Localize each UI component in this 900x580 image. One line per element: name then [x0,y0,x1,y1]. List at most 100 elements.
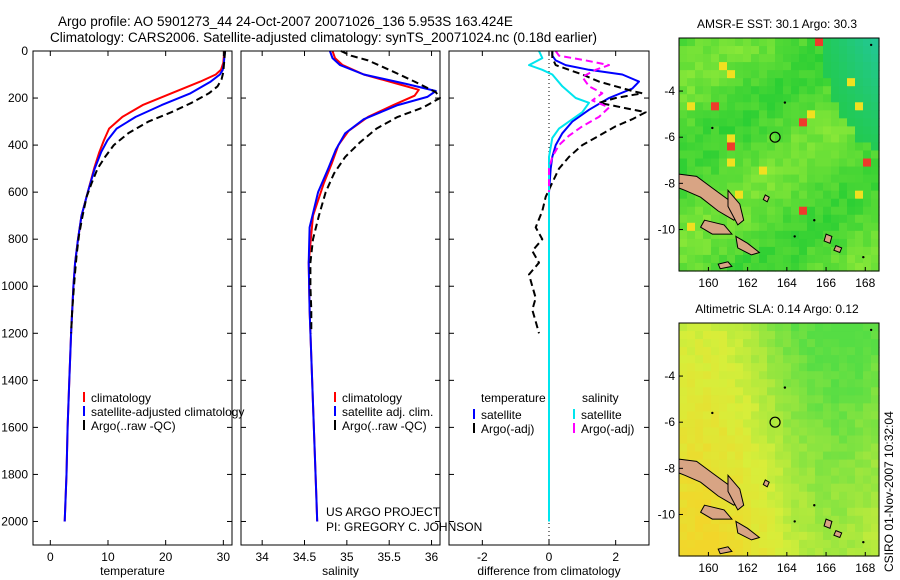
sla-map-cell [799,523,808,533]
sst-map-field [679,38,880,272]
sla-map-cell [847,451,856,461]
sla-map-cell [823,395,832,404]
sst-map-cell [799,86,808,95]
sst-map-cell [847,134,856,144]
sst-map-cell [791,110,800,119]
sla-map-cell [847,515,856,525]
sst-map-cell [767,190,776,200]
sla-map-cell [751,339,760,348]
sst-map-cell [871,78,880,87]
sla-map-cell [735,331,744,340]
sst-map-cell [767,166,776,176]
sst-map-cell [871,118,880,127]
sla-map-cell [831,547,840,557]
sst-map-cell [679,246,688,256]
sst-map-cell [767,134,776,144]
sst-map-cell [815,198,824,208]
sst-map-cell [775,174,784,184]
sst-map-cell [815,262,824,272]
sla-map-cell [791,379,800,388]
sla-map-cell [863,459,872,469]
sla-map-cell [783,483,792,493]
sla-map-cell [711,387,720,396]
sst-map-cell [863,230,872,240]
sla-map-cell [791,411,800,421]
sla-map-cell [815,443,824,453]
sst-map-cell [783,62,792,71]
sst-map-cell [711,70,720,79]
sst-map-cell [847,142,856,152]
sst-map-cell [767,142,776,152]
sst-map-cell [767,254,776,264]
sla-map-cell [855,411,864,421]
sla-map-cell [719,515,728,525]
sla-map-cell [791,323,800,332]
sst-map-cell [695,46,704,55]
sla-map-cell [687,435,696,445]
sst-map-cell [775,94,784,103]
sst-map-cell [703,262,712,272]
sla-map-cell [831,507,840,517]
sla-map-cell [855,507,864,517]
salinity-axes-frame [240,50,441,546]
sst-map-cell [871,206,880,216]
sla-map-cell [799,459,808,469]
sst-map-cell [855,262,864,272]
sst-map-cell [831,70,840,79]
sst-map-cell [863,222,872,232]
sla-map-cell [863,323,872,332]
salinity-series-line-1 [307,50,437,522]
sla-map-cell [815,411,824,421]
sla-map-cell [687,483,696,493]
sst-map-cell [711,134,720,144]
sla-map-cell [847,539,856,549]
sst-map-cell [711,62,720,71]
sst-map-cell [679,54,688,63]
sla-map-cell [863,523,872,533]
difference-series-line-3 [548,50,610,193]
sst-map-cell [703,46,712,55]
sla-map-cell [687,515,696,525]
sla-map-cell [871,539,880,549]
sla-map-cell [855,443,864,453]
sst-map-cell [831,54,840,63]
sst-map-cell [759,38,768,47]
sla-map-cell [815,435,824,445]
sla-map-cell [711,459,720,469]
sla-map-islet [862,540,865,544]
sla-map-cell [863,475,872,485]
sla-map-cell [743,331,752,340]
sst-map-cell [815,246,824,256]
sst-map-cell [823,222,832,232]
sla-map-cell [823,499,832,509]
sla-map-cell [863,443,872,453]
sst-map-cell [847,182,856,192]
sla-map-cell [727,331,736,340]
sst-map-cell [807,238,816,248]
sla-map-cell [775,347,784,356]
sla-map-cell [735,547,744,557]
sst-map-cell [711,262,720,272]
sst-map-cell [855,78,864,87]
sst-map-cell [847,86,856,95]
sla-map-cell [847,547,856,557]
sla-map-cell [791,523,800,533]
sla-map-cell [799,483,808,493]
sla-map-cell [863,355,872,364]
sla-map-cell [751,411,760,421]
sst-map-cell [823,174,832,184]
sst-map-cell [783,190,792,200]
sst-map-cell [823,46,832,55]
sla-map-cell [815,363,824,372]
sst-map-cell [719,214,728,224]
sla-map-title: Altimetric SLA: 0.14 Argo: 0.12 [695,302,859,316]
sla-map-cell [847,403,856,412]
sla-map-cell [799,323,808,332]
sst-map-cell [767,158,776,168]
legend-temperature-label: satellite [481,408,522,422]
sst-map-cell [831,254,840,264]
difference-x-tick-label: 0 [546,550,553,564]
sst-map-cell [839,174,848,184]
sla-map-cell [727,347,736,356]
sst-map-cell [847,70,856,79]
